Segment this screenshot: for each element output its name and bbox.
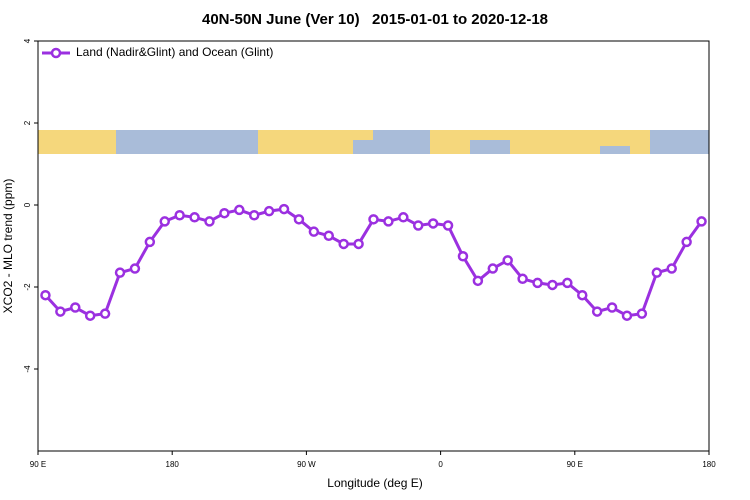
point bbox=[651, 267, 663, 278]
point bbox=[577, 289, 588, 301]
point bbox=[472, 275, 484, 287]
point bbox=[487, 263, 499, 274]
point bbox=[621, 310, 633, 321]
map-strip bbox=[38, 130, 709, 154]
point bbox=[398, 212, 409, 223]
point bbox=[323, 230, 335, 241]
point bbox=[189, 212, 200, 223]
point bbox=[696, 216, 707, 227]
point bbox=[442, 220, 454, 231]
point bbox=[636, 308, 648, 319]
point bbox=[532, 277, 543, 289]
point bbox=[427, 218, 439, 229]
point bbox=[263, 205, 275, 217]
point bbox=[666, 263, 677, 274]
point bbox=[502, 255, 513, 266]
point bbox=[293, 214, 305, 225]
point bbox=[368, 214, 379, 225]
point bbox=[412, 220, 424, 231]
point bbox=[457, 251, 469, 262]
point bbox=[55, 306, 66, 317]
y-tick-label: 2 bbox=[23, 120, 32, 125]
point bbox=[99, 308, 111, 319]
legend-label: Land (Nadir&Glint) and Ocean (Glint) bbox=[76, 45, 273, 59]
legend: Land (Nadir&Glint) and Ocean (Glint) bbox=[42, 45, 273, 59]
point bbox=[562, 277, 573, 289]
point bbox=[84, 310, 96, 321]
x-tick-label: 90 E bbox=[567, 460, 583, 469]
point bbox=[547, 279, 558, 291]
point bbox=[338, 238, 349, 250]
point bbox=[129, 263, 141, 274]
x-tick-label: 0 bbox=[438, 460, 443, 469]
x-tick-label: 180 bbox=[166, 460, 180, 469]
point bbox=[278, 203, 290, 215]
y-tick-label: -2 bbox=[23, 283, 32, 291]
y-tick-label: -4 bbox=[23, 365, 32, 373]
point bbox=[308, 226, 320, 237]
point bbox=[248, 210, 260, 221]
point bbox=[114, 267, 126, 278]
y-axis-label: XCO2 - MLO trend (ppm) bbox=[1, 179, 15, 314]
x-tick-label: 90 E bbox=[30, 460, 46, 469]
point bbox=[204, 216, 215, 227]
point bbox=[70, 302, 81, 313]
x-axis-label: Longitude (deg E) bbox=[327, 476, 422, 490]
y-tick-label: 4 bbox=[23, 38, 32, 43]
x-tick-label: 90 W bbox=[297, 460, 316, 469]
point bbox=[591, 306, 603, 317]
point bbox=[383, 216, 394, 227]
plot-frame bbox=[37, 40, 710, 452]
point bbox=[40, 289, 51, 301]
chart-title: 40N-50N June (Ver 10) 2015-01-01 to 2020… bbox=[202, 11, 548, 28]
point bbox=[234, 204, 245, 216]
point bbox=[144, 236, 156, 248]
x-tick-label: 180 bbox=[702, 460, 716, 469]
series-line bbox=[44, 207, 703, 318]
point bbox=[517, 273, 528, 285]
legend-marker bbox=[50, 47, 62, 59]
point bbox=[606, 302, 618, 313]
point bbox=[159, 216, 170, 227]
point bbox=[174, 210, 185, 221]
point bbox=[353, 238, 364, 250]
point bbox=[219, 207, 230, 219]
point bbox=[681, 236, 692, 248]
y-tick-label: 0 bbox=[23, 202, 32, 207]
